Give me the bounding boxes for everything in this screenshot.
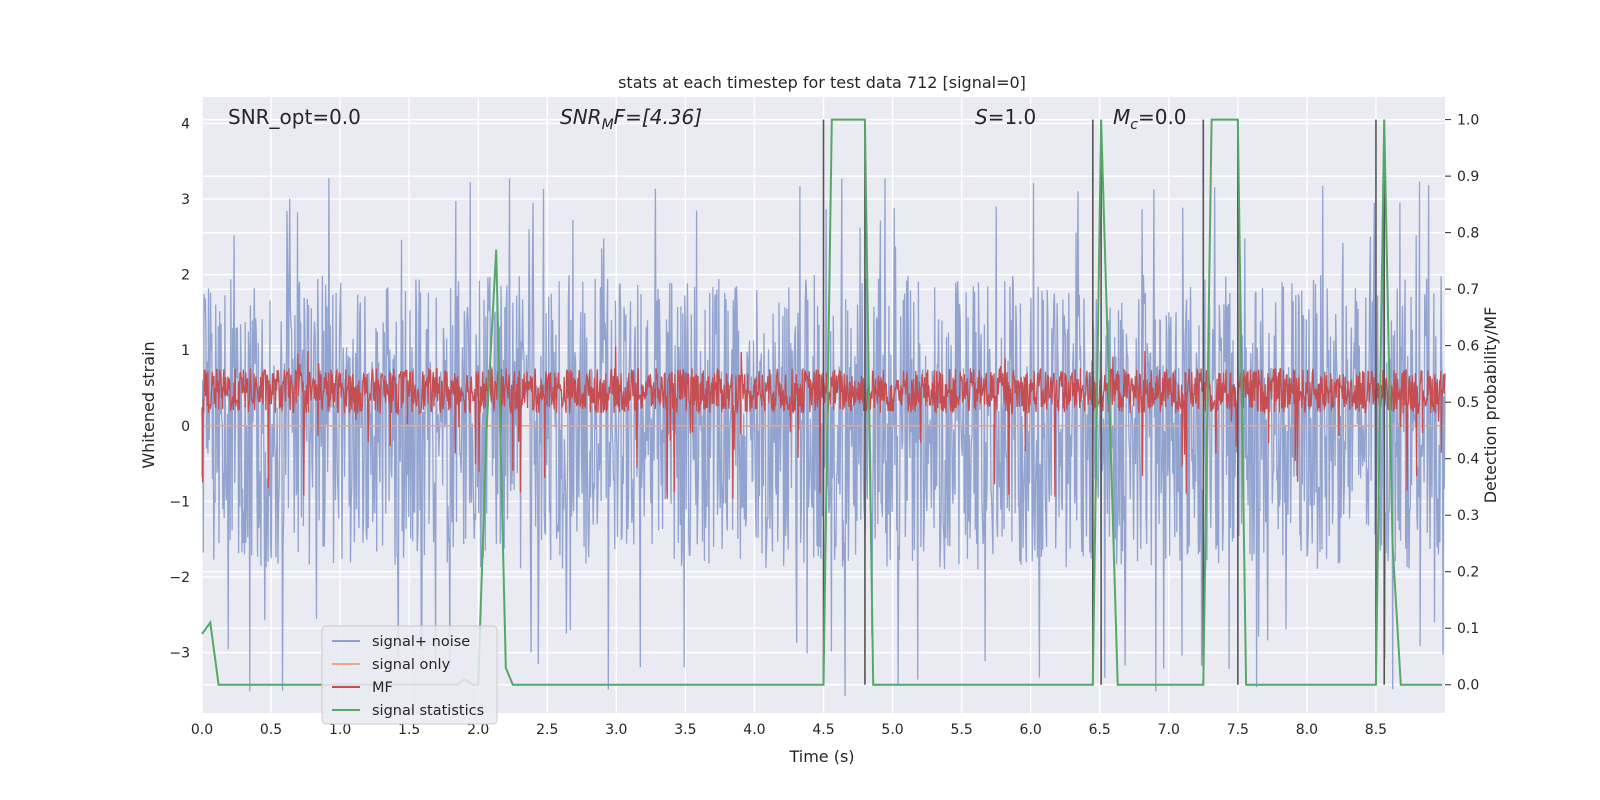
- snr-mf-subscript: M: [602, 117, 614, 133]
- s-value: =1.0: [988, 105, 1037, 129]
- x-tick-label: 3.0: [605, 722, 627, 738]
- y2-tick-label: 0.9: [1457, 169, 1479, 185]
- legend-label: signal only: [372, 657, 451, 673]
- y2-tick-label: 0.2: [1457, 565, 1479, 581]
- y-axis-title: Whitened strain: [139, 341, 158, 468]
- y-tick-label: 3: [181, 192, 190, 208]
- y2-tick-label: 0.4: [1457, 452, 1479, 468]
- legend-label: MF: [372, 680, 393, 696]
- x-tick-label: 6.0: [1020, 722, 1042, 738]
- x-tick-label: 2.5: [536, 722, 558, 738]
- x-tick-label: 8.0: [1296, 722, 1318, 738]
- y2-tick-label: 0.5: [1457, 395, 1479, 411]
- x-tick-label: 0.0: [191, 722, 213, 738]
- x-axis-title: Time (s): [788, 747, 854, 766]
- x-tick-label: 6.5: [1089, 722, 1111, 738]
- s-symbol: S: [975, 105, 988, 129]
- x-tick-label: 4.5: [812, 722, 834, 738]
- mc-value: =0.0: [1138, 105, 1187, 129]
- legend-label: signal statistics: [372, 703, 484, 719]
- series-layer: [201, 118, 1446, 697]
- mc-subscript: c: [1130, 117, 1138, 133]
- y2-axis-title: Detection probability/MF: [1481, 307, 1500, 504]
- x-tick-label: 1.0: [329, 722, 351, 738]
- y-tick-label: 0: [181, 419, 190, 435]
- x-tick-labels: 0.0 0.5 1.0 1.5 2.0 2.5 3.0 3.5 4.0 4.5 5.0 5.5 6.0 6…: [191, 722, 1387, 738]
- mc-annotation: Mc=0.0: [1113, 105, 1187, 133]
- chart-title: stats at each timestep for test data 712…: [618, 73, 1026, 92]
- y-tick-label: 4: [181, 116, 190, 132]
- snr-mf-symbol: SNR: [560, 105, 602, 129]
- y-tick-label: 1: [181, 343, 190, 359]
- y2-tick-label: 1.0: [1457, 113, 1479, 129]
- legend-label: signal+ noise: [372, 634, 470, 650]
- y2-tick-label: 0.8: [1457, 226, 1479, 242]
- x-tick-label: 5.5: [950, 722, 972, 738]
- legend: signal+ noise signal only MF signal statist…: [321, 625, 498, 725]
- snr-mf-annotation: SNRMF=[4.36]: [560, 105, 702, 133]
- snr-mf-value: F=[4.36]: [614, 105, 702, 129]
- x-tick-label: 0.5: [260, 722, 282, 738]
- snr-opt-annotation: SNR_opt=0.0: [228, 105, 361, 129]
- x-tick-label: 5.0: [881, 722, 903, 738]
- y-tick-label: −3: [169, 646, 190, 662]
- x-tick-label: 4.0: [743, 722, 765, 738]
- x-tick-label: 7.5: [1227, 722, 1249, 738]
- y-tick-label: −1: [169, 494, 190, 510]
- y2-tick-label: 0.7: [1457, 282, 1479, 298]
- mc-symbol: M: [1113, 105, 1130, 129]
- y2-tick-label: 0.1: [1457, 621, 1479, 637]
- y2-tick-label: 0.0: [1457, 678, 1479, 694]
- legend-box: [321, 625, 498, 725]
- y-tick-label: 2: [181, 268, 190, 284]
- x-tick-label: 2.0: [467, 722, 489, 738]
- y2-tick-labels: 0.0 0.1 0.2 0.3 0.4 0.5 0.6 0.7 0.8 0.9 1.0: [1445, 113, 1479, 694]
- y-tick-label: −2: [169, 570, 190, 586]
- x-tick-label: 8.5: [1365, 722, 1387, 738]
- x-tick-label: 7.0: [1158, 722, 1180, 738]
- y-tick-labels: −3 −2 −1 0 1 2 3 4: [169, 116, 190, 661]
- x-tick-label: 3.5: [674, 722, 696, 738]
- y2-tick-label: 0.6: [1457, 339, 1479, 355]
- y2-tick-label: 0.3: [1457, 508, 1479, 524]
- s-annotation: S=1.0: [975, 105, 1036, 129]
- x-tick-label: 1.5: [398, 722, 420, 738]
